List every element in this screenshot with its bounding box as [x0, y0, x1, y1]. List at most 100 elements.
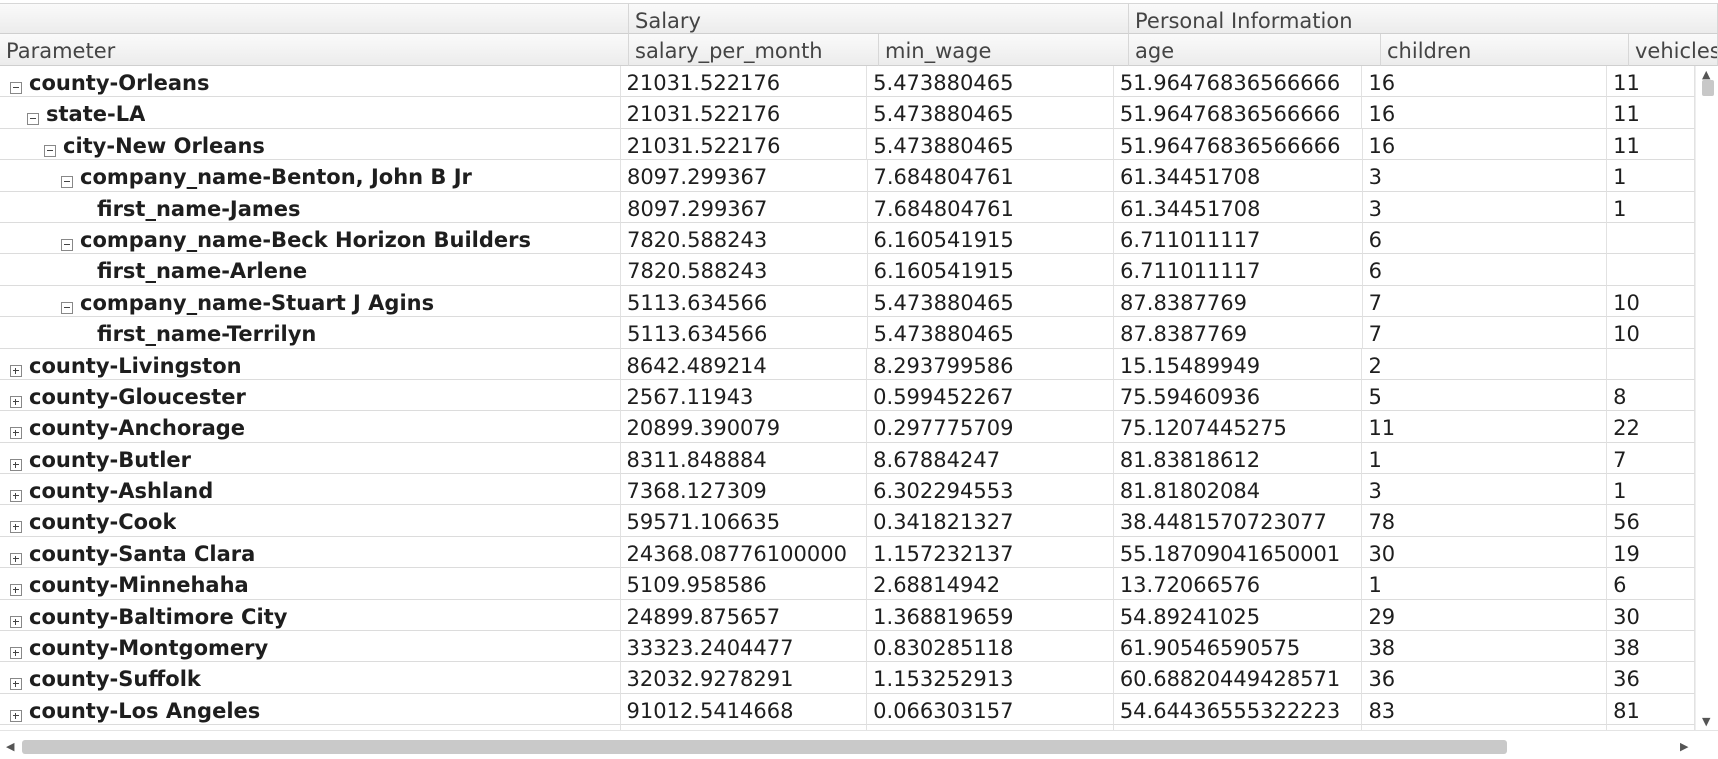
parameter-cell: first_name-Arlene	[0, 254, 622, 286]
value-cell-salary-per-month: 32032.9278291	[620, 662, 868, 694]
collapse-icon[interactable]	[61, 238, 73, 251]
collapse-icon[interactable]	[27, 113, 39, 126]
table-row[interactable]: county-Suffolk 32032.9278291 1.153252913 60…	[0, 662, 1695, 694]
expand-icon[interactable]	[10, 490, 22, 503]
scroll-left-arrow-icon[interactable]: ◀	[6, 740, 15, 753]
row-label: state-LA	[46, 102, 146, 127]
parameter-cell	[0, 725, 621, 730]
row-label: company_name-Beck Horizon Builders	[80, 227, 531, 252]
column-header-min-wage[interactable]: min_wage	[879, 34, 1129, 66]
expand-icon[interactable]	[10, 458, 22, 471]
scroll-right-arrow-icon[interactable]: ▶	[1680, 740, 1689, 753]
column-header-salary-per-month[interactable]: salary_per_month	[629, 34, 879, 66]
value-cell-age: 51.96476836566666	[1113, 128, 1363, 161]
value-cell-vehicles: 36	[1607, 662, 1695, 694]
vertical-scroll-thumb[interactable]	[1702, 80, 1714, 96]
scroll-up-arrow-icon[interactable]: ▲	[1702, 68, 1711, 81]
collapse-icon[interactable]	[61, 176, 73, 189]
column-header-vehicles[interactable]: vehicles	[1629, 34, 1718, 66]
table-row[interactable]: county-Livingston 8642.489214 8.293799586 1…	[0, 348, 1695, 380]
column-header-age[interactable]: age	[1129, 34, 1381, 66]
row-label: county-Anchorage	[29, 416, 246, 441]
table-row[interactable]: county-Baltimore City 24899.875657 1.36881…	[0, 599, 1695, 632]
row-label: first_name-Arlene	[97, 259, 308, 284]
value-cell-age: 87.8387769	[1114, 285, 1363, 318]
table-row[interactable]: county-Cook 59571.106635 0.341821327 38.448…	[0, 505, 1695, 537]
value-cell-vehicles: 11	[1607, 128, 1695, 161]
parameter-cell: county-Montgomery	[0, 631, 621, 663]
value-cell-age: 61.34451708	[1114, 191, 1363, 223]
value-cell-children: 16	[1362, 97, 1608, 129]
expand-icon[interactable]	[10, 552, 22, 565]
value-cell-vehicles: 11	[1607, 66, 1695, 98]
expand-icon[interactable]	[10, 364, 22, 377]
table-row[interactable]: state-LA 21031.522176 5.473880465 51.964768…	[0, 97, 1695, 129]
column-group-header-row: Salary Personal Information	[0, 3, 1718, 34]
expand-icon[interactable]	[10, 647, 22, 660]
value-cell-age	[1114, 725, 1363, 730]
parameter-cell: county-Anchorage	[0, 411, 621, 443]
value-cell-min-wage	[867, 725, 1114, 730]
horizontal-scroll-thumb[interactable]	[22, 740, 1507, 754]
value-cell-min-wage: 5.473880465	[867, 97, 1114, 129]
table-row[interactable]: first_name-James 8097.299367 7.684804761 61…	[0, 191, 1695, 223]
table-row[interactable]: county-Santa Clara 24368.08776100000 1.157…	[0, 536, 1695, 569]
collapse-icon[interactable]	[61, 301, 73, 314]
table-row[interactable]: city-New Orleans 21031.522176 5.473880465 5…	[0, 128, 1695, 161]
expand-icon[interactable]	[10, 427, 22, 440]
parameter-cell: county-Livingston	[0, 348, 621, 380]
value-cell-children: 29	[1362, 599, 1608, 632]
value-cell-salary-per-month: 5109.958586	[620, 568, 868, 600]
expand-icon[interactable]	[10, 709, 22, 722]
value-cell-vehicles: 1	[1607, 474, 1695, 506]
group-header-salary: Salary	[629, 3, 1129, 34]
scroll-down-arrow-icon[interactable]: ▼	[1702, 715, 1711, 728]
value-cell-vehicles: 1	[1607, 160, 1695, 192]
parameter-cell: county-Los Angeles	[0, 693, 621, 726]
value-cell-children: 6	[1362, 254, 1608, 286]
table-row[interactable]: county-Orleans 21031.522176 5.473880465 51.…	[0, 66, 1695, 98]
grid-body: county-Orleans 21031.522176 5.473880465 51.…	[0, 66, 1695, 730]
value-cell-salary-per-month: 7368.127309	[620, 474, 868, 506]
table-row[interactable]: first_name-Terrilyn 5113.634566 5.47388046…	[0, 317, 1695, 349]
value-cell-salary-per-month: 5113.634566	[621, 317, 868, 349]
column-header-parameter[interactable]: Parameter	[0, 34, 629, 66]
value-cell-children: 1	[1362, 568, 1608, 600]
table-row[interactable]: county-Gloucester 2567.11943 0.599452267 75…	[0, 379, 1695, 412]
parameter-cell: first_name-James	[0, 191, 622, 223]
value-cell-min-wage: 6.160541915	[867, 254, 1115, 286]
expand-icon[interactable]	[10, 521, 22, 534]
parameter-cell: county-Minnehaha	[0, 568, 621, 600]
table-row[interactable]: company_name-Benton, John B Jr 8097.29936…	[0, 160, 1695, 192]
parameter-cell: county-Baltimore City	[0, 599, 621, 632]
expand-icon[interactable]	[10, 584, 22, 597]
value-cell-min-wage: 6.160541915	[867, 222, 1115, 255]
table-row[interactable]: county-Butler 8311.848884 8.67884247 81.838…	[0, 442, 1695, 475]
value-cell-vehicles: 10	[1607, 285, 1695, 318]
value-cell-age: 61.34451708	[1114, 160, 1363, 192]
value-cell-salary-per-month: 5113.634566	[620, 285, 868, 318]
table-row[interactable]: county-Montgomery 33323.2404477 0.83028511…	[0, 631, 1695, 663]
value-cell-children: 16	[1362, 128, 1608, 161]
collapse-icon[interactable]	[10, 82, 22, 94]
expand-icon[interactable]	[10, 678, 22, 691]
value-cell-vehicles: 81	[1607, 693, 1695, 726]
horizontal-scrollbar[interactable]: ◀ ▶	[0, 730, 1718, 759]
value-cell-age: 75.1207445275	[1113, 411, 1363, 443]
collapse-icon[interactable]	[44, 144, 56, 157]
table-row[interactable]: county-Minnehaha 5109.958586 2.68814942 13.…	[0, 568, 1695, 600]
table-row[interactable]: county-Ashland 7368.127309 6.302294553 81.8…	[0, 474, 1695, 506]
column-header-children[interactable]: children	[1381, 34, 1629, 66]
table-row[interactable]: county-Anchorage 20899.390079 0.297775709 7…	[0, 411, 1695, 443]
table-row[interactable]: county-Los Angeles 91012.5414668 0.0663031…	[0, 693, 1695, 726]
expand-icon[interactable]	[10, 615, 22, 628]
table-row[interactable]: company_name-Beck Horizon Builders 7820.5…	[0, 222, 1695, 255]
value-cell-children: 11	[1362, 411, 1608, 443]
table-row[interactable]: first_name-Arlene 7820.588243 6.160541915 6…	[0, 254, 1695, 286]
table-row[interactable]: company_name-Stuart J Agins 5113.634566 5.…	[0, 285, 1695, 318]
vertical-scrollbar[interactable]: ▲ ▼	[1695, 66, 1718, 730]
value-cell-age: 51.96476836566666	[1113, 97, 1363, 129]
expand-icon[interactable]	[10, 395, 22, 408]
value-cell-salary-per-month: 2567.11943	[620, 379, 868, 412]
table-row[interactable]	[0, 725, 1695, 730]
